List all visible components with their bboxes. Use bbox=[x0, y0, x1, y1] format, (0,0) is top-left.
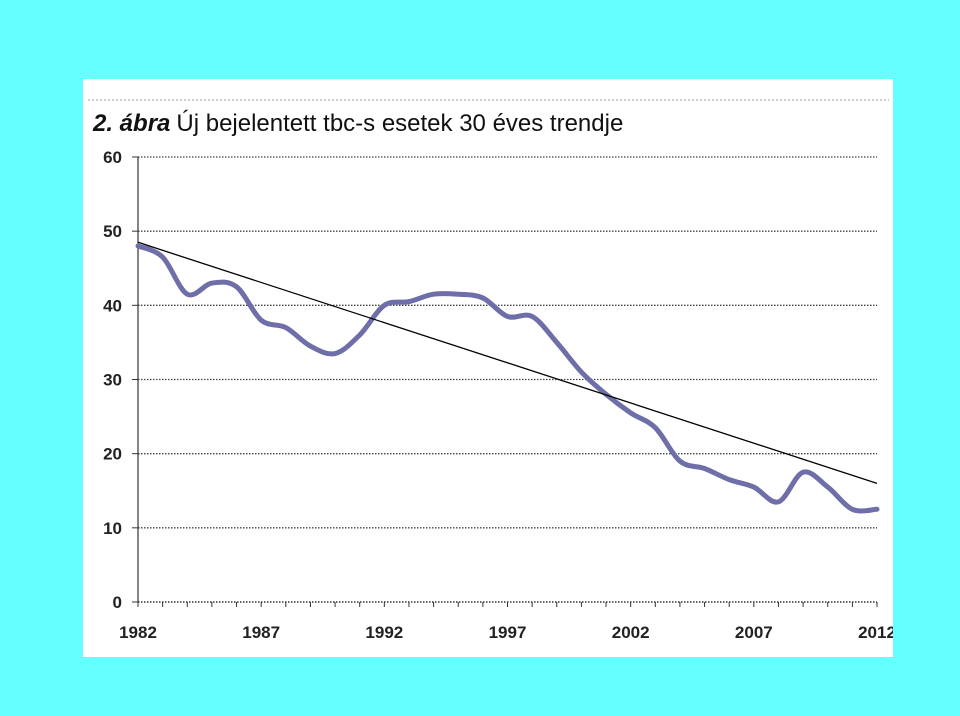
x-tick-label-1987: 1987 bbox=[242, 623, 280, 642]
y-tick-label-20: 20 bbox=[103, 445, 122, 464]
x-tick-label-1992: 1992 bbox=[365, 623, 403, 642]
trendline bbox=[137, 241, 878, 484]
y-tick-label-60: 60 bbox=[103, 148, 122, 167]
y-tick-label-30: 30 bbox=[103, 371, 122, 390]
y-tick-labels: 0 10 20 30 40 50 60 bbox=[103, 148, 122, 612]
chart-title-text: Új bejelentett tbc-s esetek 30 éves tren… bbox=[176, 110, 623, 137]
line-chart: 2. ábra Új bejelentett tbc-s esetek 30 év… bbox=[88, 99, 893, 642]
x-tick-label-2012: 2012 bbox=[858, 623, 893, 642]
x-tick-label-2002: 2002 bbox=[612, 623, 650, 642]
series-line-0 bbox=[135, 243, 880, 514]
chart-title-prefix: 2. ábra bbox=[92, 110, 170, 137]
x-tick-label-1997: 1997 bbox=[489, 623, 527, 642]
series-group bbox=[135, 241, 880, 514]
y-tick-label-50: 50 bbox=[103, 222, 122, 241]
y-tick-label-10: 10 bbox=[103, 519, 122, 538]
x-tick-label-1982: 1982 bbox=[119, 623, 157, 642]
x-tick-labels: 1982 1987 1992 1997 2002 2007 2012 bbox=[119, 623, 893, 642]
y-tick-label-40: 40 bbox=[103, 296, 122, 315]
chart-title: 2. ábra Új bejelentett tbc-s esetek 30 év… bbox=[92, 110, 623, 137]
x-tick-label-2007: 2007 bbox=[735, 623, 773, 642]
grid-lines bbox=[138, 156, 877, 529]
axes bbox=[132, 156, 878, 607]
chart-card: 2. ábra Új bejelentett tbc-s esetek 30 év… bbox=[83, 79, 893, 657]
y-tick-label-0: 0 bbox=[113, 593, 122, 612]
